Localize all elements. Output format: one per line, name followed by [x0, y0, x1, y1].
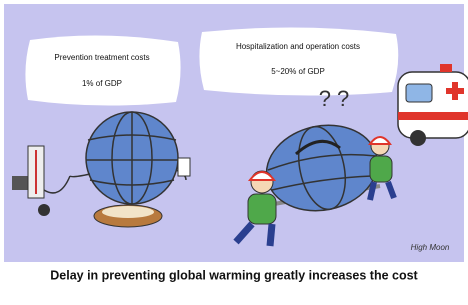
bubble-prevention: Prevention treatment costs 1% of GDP: [25, 35, 180, 105]
ambulance-part: [410, 130, 426, 146]
ambulance-part: [398, 72, 468, 138]
ambulance-part: [406, 84, 432, 102]
caption: Delay in preventing global warming great…: [50, 268, 418, 282]
ambulance: [398, 64, 468, 146]
ambulance-part: [398, 112, 468, 120]
globe-patient-part: [102, 206, 154, 218]
bubble-value: 5~20% of GDP: [271, 67, 325, 76]
bubble-title: Hospitalization and operation costs: [236, 42, 360, 51]
signature: High Moon: [411, 243, 450, 252]
globe-patient-part: [178, 158, 190, 176]
bubble-hospital-part: [199, 27, 398, 95]
bubble-hospital: Hospitalization and operation costs 5~20…: [199, 27, 398, 95]
bubble-title: Prevention treatment costs: [54, 53, 149, 62]
question-marks: ? ?: [319, 86, 350, 111]
cartoon: Prevention treatment costs 1% of GDP Hos…: [0, 0, 468, 305]
worker-back-part: [370, 156, 392, 182]
bubble-prevention-part: [25, 35, 180, 105]
ambulance-part: [440, 64, 452, 72]
blood-pressure-meter-part: [38, 204, 50, 216]
worker-front-part: [248, 194, 276, 224]
bubble-value: 1% of GDP: [82, 79, 122, 88]
blood-pressure-meter-part: [12, 176, 30, 190]
